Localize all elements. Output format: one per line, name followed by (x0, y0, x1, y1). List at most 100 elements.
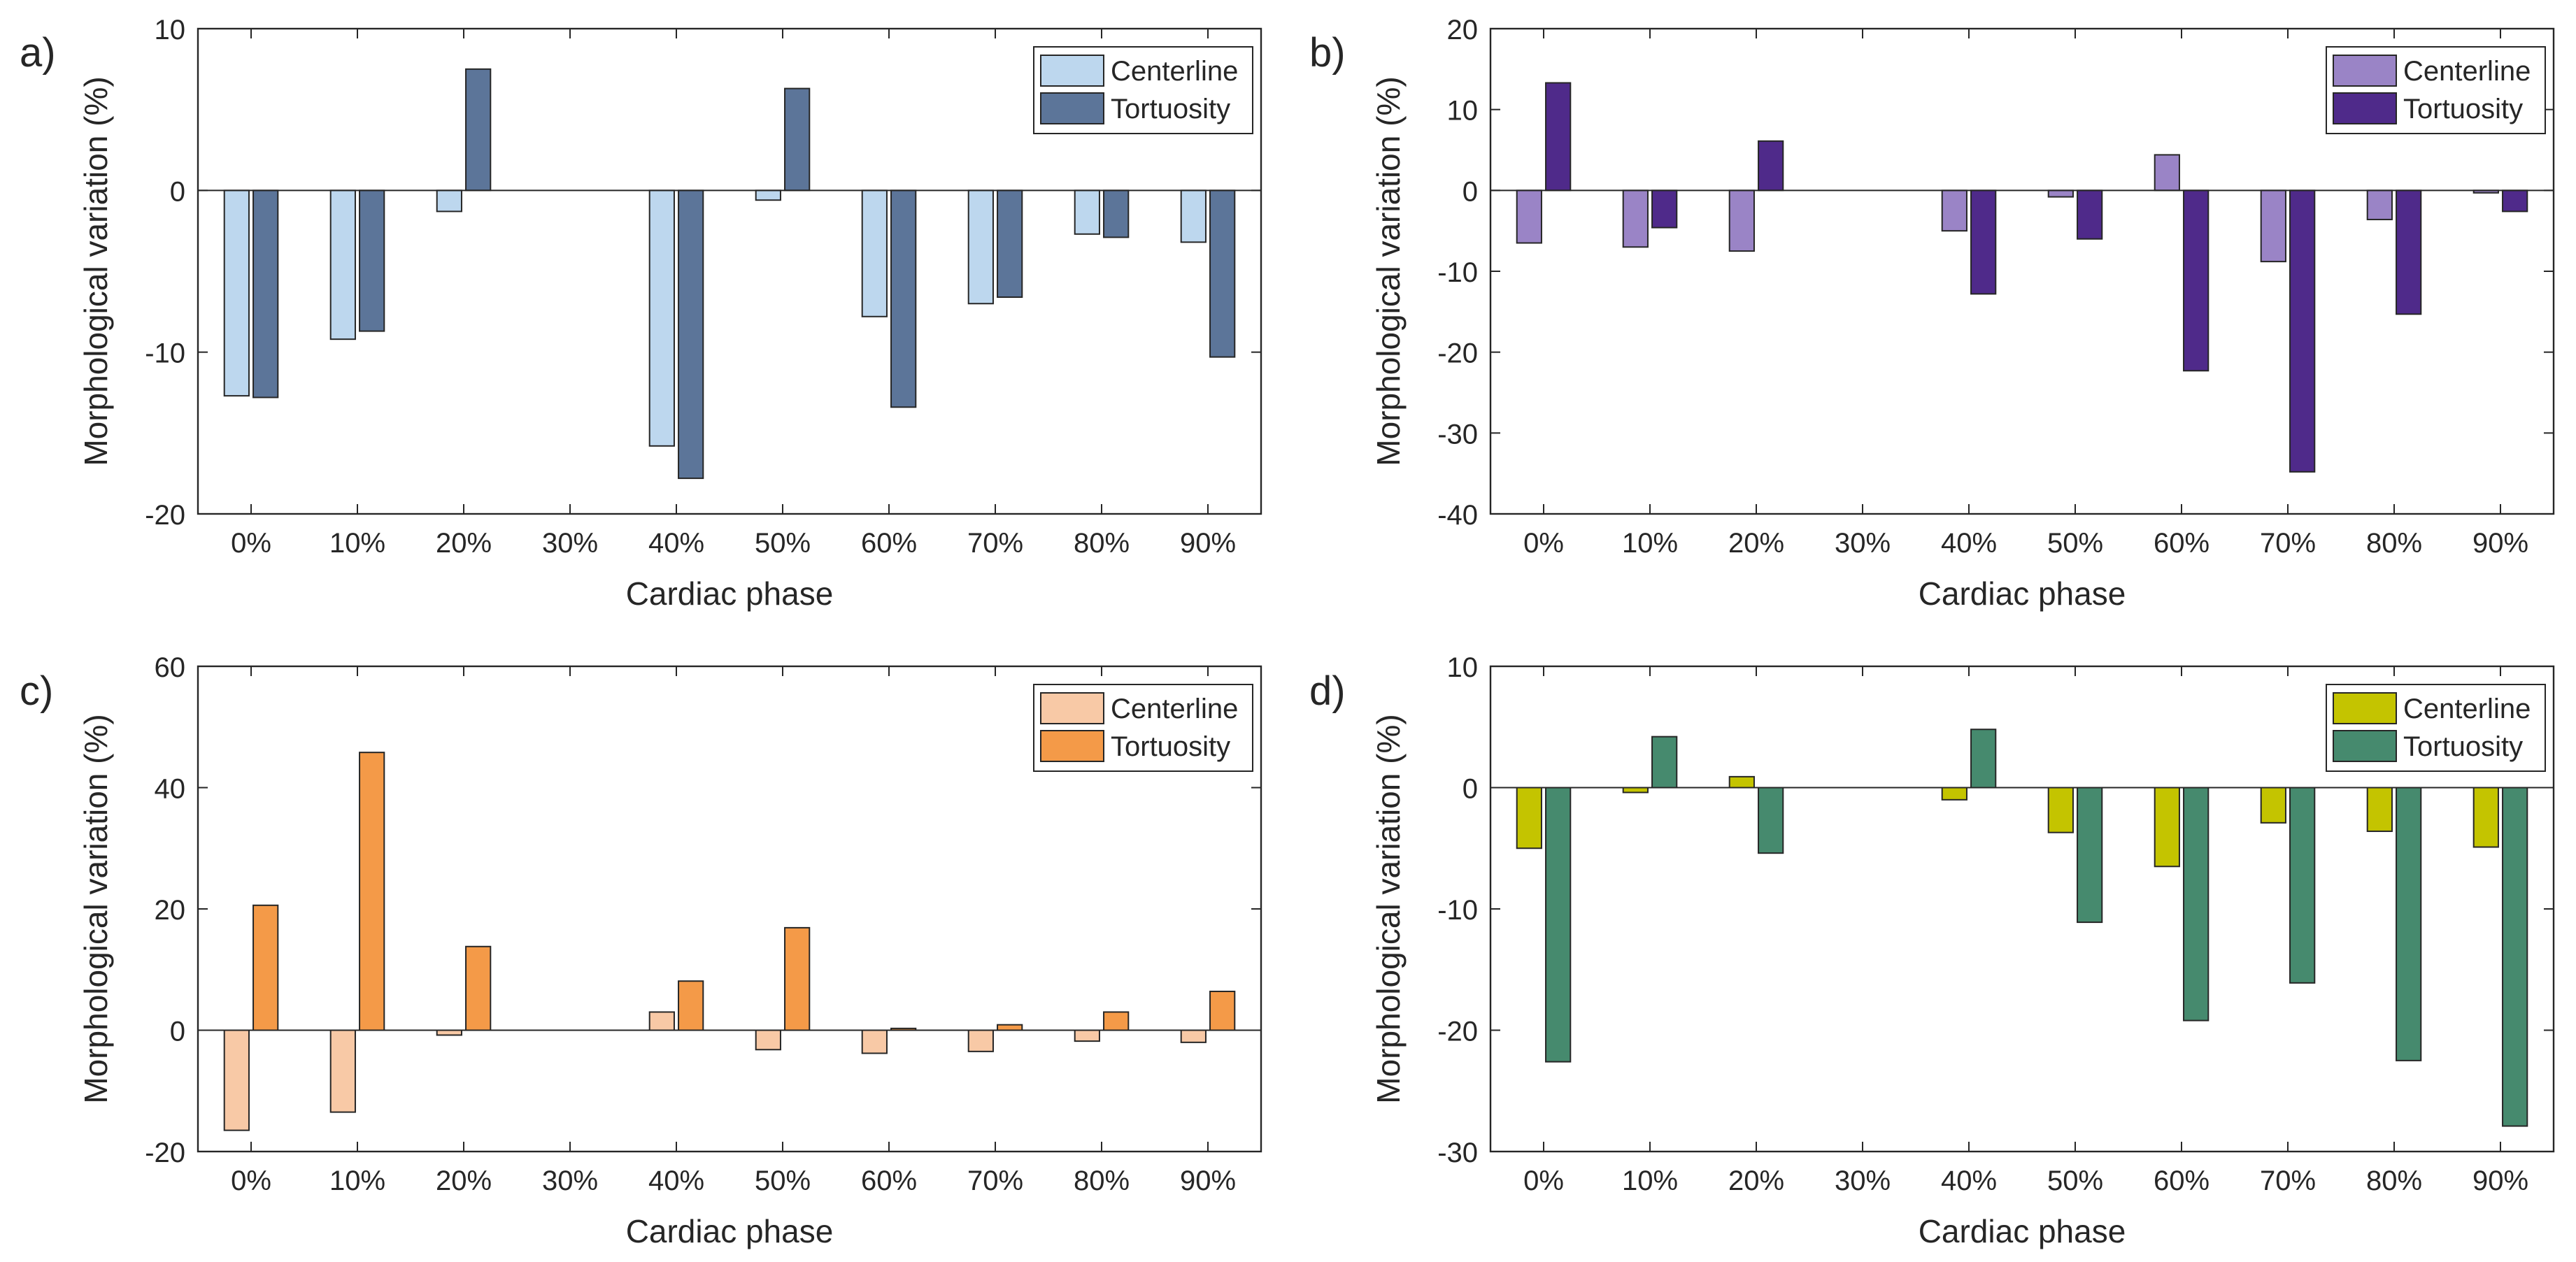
x-tick-label: 50% (2047, 1166, 2103, 1196)
bar-tortuosity-50pct (784, 926, 811, 1031)
x-tick-label: 40% (1941, 1166, 1997, 1196)
bar-tortuosity-10pct (1651, 189, 1678, 229)
x-tick-label: 60% (2154, 1166, 2209, 1196)
x-tick-label: 90% (2472, 528, 2528, 559)
legend-entry-centerline: Centerline (1111, 56, 1238, 87)
x-tick-label: 0% (231, 1166, 271, 1196)
x-tick-label: 20% (1728, 1166, 1784, 1196)
bar-tortuosity-20pct (465, 945, 492, 1031)
bar-tortuosity-80pct (2396, 189, 2422, 315)
bar-tortuosity-60pct (2183, 189, 2209, 372)
y-tick-label: 0 (170, 176, 185, 207)
legend-entry-centerline: Centerline (1111, 694, 1238, 724)
legend-entry-tortuosity: Tortuosity (2403, 731, 2523, 762)
x-tick-label: 40% (1941, 528, 1997, 559)
bar-tortuosity-40pct (678, 189, 704, 480)
bar-centerline-10pct (329, 1029, 356, 1113)
y-tick-label: -30 (1437, 1138, 1478, 1168)
x-tick-label: 50% (2047, 528, 2103, 559)
x-tick-label: 70% (967, 1166, 1023, 1196)
x-tick-label: 30% (542, 528, 598, 559)
y-tick-label: 60 (155, 652, 186, 683)
bar-centerline-80pct (1074, 189, 1100, 235)
legend-entry-centerline: Centerline (2403, 694, 2531, 724)
x-tick-label: 10% (329, 1166, 385, 1196)
y-tick-label: -20 (145, 500, 185, 531)
bar-centerline-90pct (1180, 189, 1207, 243)
bar-tortuosity-10pct (1651, 736, 1678, 789)
legend-entry-tortuosity: Tortuosity (2403, 94, 2523, 124)
y-tick-label: -40 (1437, 500, 1478, 531)
chart-panel-3: c) -20 0 20 40 60 0% 10% 20% 30% 40% 50% 60% 70% 80% 90… (20, 652, 1262, 1249)
x-axis-label: Cardiac phase (1919, 575, 2126, 612)
x-tick-label: 30% (1835, 1166, 1891, 1196)
x-tick-label: 80% (2366, 528, 2422, 559)
bar-tortuosity-80pct (2396, 787, 2422, 1061)
x-tick-label: 20% (436, 1166, 492, 1196)
legend-entry-centerline: Centerline (2403, 56, 2531, 87)
bar-centerline-70pct (2260, 189, 2286, 263)
x-axis-label: Cardiac phase (626, 575, 834, 612)
legend-entry-tortuosity: Tortuosity (1111, 94, 1230, 124)
x-tick-label: 0% (231, 528, 271, 559)
bar-tortuosity-70pct (2289, 189, 2316, 473)
bar-tortuosity-40pct (1970, 189, 1997, 295)
bar-tortuosity-70pct (2289, 787, 2316, 984)
legend-entry-tortuosity: Tortuosity (1111, 731, 1230, 762)
y-tick-label: 40 (155, 774, 186, 805)
x-tick-label: 70% (967, 528, 1023, 559)
bar-centerline-10pct (329, 189, 356, 340)
bar-tortuosity-50pct (2077, 787, 2103, 924)
x-tick-label: 30% (542, 1166, 598, 1196)
bar-centerline-20pct (436, 1029, 462, 1036)
chart-panel-4: d) -30 -20 -10 0 10 0% 10% 20% 30% 40% 50% 60% 70% 80%… (1309, 652, 2555, 1249)
bar-tortuosity-90pct (2502, 189, 2528, 213)
bar-centerline-70pct (2260, 787, 2286, 824)
y-tick-label: -10 (145, 338, 185, 369)
x-tick-label: 80% (2366, 1166, 2422, 1196)
bar-centerline-0pct (1516, 787, 1542, 849)
x-tick-label: 0% (1523, 1166, 1564, 1196)
bar-centerline-40pct (1941, 787, 1967, 801)
bar-centerline-60pct (861, 1029, 888, 1054)
x-tick-label: 20% (436, 528, 492, 559)
bar-tortuosity-90pct (2502, 787, 2528, 1127)
bar-centerline-40pct (648, 189, 675, 447)
y-tick-label: -10 (1437, 257, 1478, 288)
x-axis-label: Cardiac phase (1919, 1213, 2126, 1249)
x-tick-label: 90% (1180, 1166, 1236, 1196)
bar-centerline-50pct (755, 1029, 781, 1051)
legend-swatch-centerline (1040, 692, 1104, 724)
y-tick-label: -10 (1437, 895, 1478, 926)
x-tick-label: 0% (1523, 528, 1564, 559)
panel-label: b) (1309, 30, 1346, 76)
legend-swatch-centerline (1040, 55, 1104, 87)
bar-tortuosity-80pct (1103, 1011, 1130, 1031)
bar-tortuosity-50pct (2077, 189, 2103, 240)
bar-tortuosity-10pct (359, 189, 385, 332)
y-tick-label: 10 (1447, 652, 1479, 683)
y-axis-label: Morphological variation (%) (1370, 714, 1407, 1103)
chart-panel-2: b) -40 -30 -20 -10 0 10 20 0% 10% 20% 30% 40% 50% 60% 7… (1309, 15, 2555, 612)
bar-tortuosity-20pct (1758, 787, 1784, 854)
y-axis-label: Morphological variation (%) (78, 714, 114, 1103)
panel-label: c) (20, 668, 53, 714)
bar-centerline-10pct (1622, 189, 1649, 248)
bar-centerline-90pct (2472, 787, 2499, 848)
bar-centerline-50pct (755, 189, 781, 201)
legend-swatch-centerline (2333, 692, 2397, 724)
bar-centerline-50pct (2047, 189, 2074, 198)
bar-centerline-60pct (2154, 154, 2180, 192)
x-tick-label: 40% (648, 528, 704, 559)
y-tick-label: 10 (155, 15, 186, 45)
x-tick-label: 50% (755, 1166, 811, 1196)
bar-tortuosity-90pct (1209, 189, 1236, 358)
x-tick-label: 80% (1074, 528, 1130, 559)
x-tick-label: 40% (648, 1166, 704, 1196)
x-tick-label: 60% (861, 1166, 917, 1196)
x-tick-label: 10% (329, 528, 385, 559)
panel-label: a) (20, 30, 56, 76)
bar-tortuosity-40pct (1970, 729, 1997, 789)
chart-panel-1: a) -20 -10 0 10 0% 10% 20% 30% 40% 50% 60% 70% 80% 90%… (20, 15, 1262, 612)
